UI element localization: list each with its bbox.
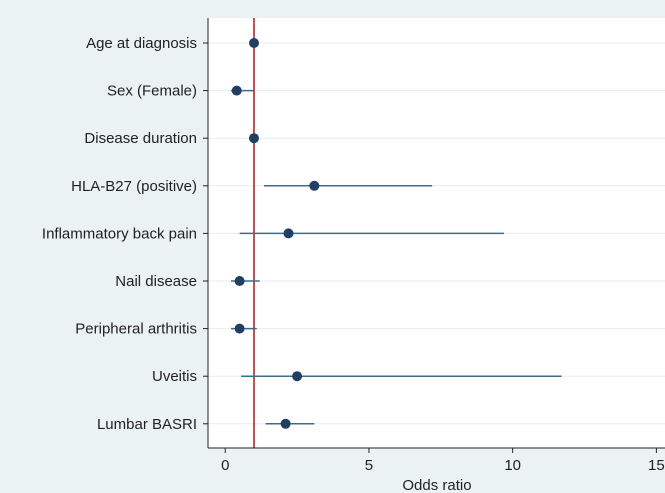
row: Disease duration	[84, 130, 259, 147]
y-tick-label: Uveitis	[152, 368, 197, 385]
y-tick-label: Nail disease	[115, 273, 197, 290]
row: Age at diagnosis	[86, 35, 259, 52]
y-tick-label: HLA-B27 (positive)	[71, 178, 197, 195]
y-tick-label: Disease duration	[84, 130, 197, 147]
y-tick-label: Sex (Female)	[107, 83, 197, 100]
x-tick-label: 15	[648, 457, 665, 474]
x-tick-label: 10	[504, 457, 521, 474]
row: HLA-B27 (positive)	[71, 178, 433, 195]
point-marker	[234, 323, 245, 334]
point-marker	[280, 418, 291, 429]
x-ticks: 0 5 10 15	[221, 448, 665, 474]
point-marker	[292, 371, 303, 382]
point-marker	[231, 85, 242, 96]
y-tick-label: Lumbar BASRI	[97, 416, 197, 433]
point-marker	[234, 276, 245, 286]
row: Inflammatory back pain	[42, 225, 505, 242]
rows: Age at diagnosis Sex (Female) Disease dura…	[42, 35, 562, 433]
row: Peripheral arthritis	[75, 321, 257, 338]
point-marker	[309, 180, 320, 191]
point-marker	[248, 38, 259, 48]
y-tick-label: Peripheral arthritis	[75, 321, 197, 338]
x-axis-label: Odds ratio	[402, 477, 471, 493]
x-tick-label: 5	[365, 457, 373, 474]
row: Lumbar BASRI	[97, 416, 315, 433]
point-marker	[283, 228, 294, 239]
row: Uveitis	[152, 368, 562, 385]
row: Nail disease	[115, 273, 260, 290]
row: Sex (Female)	[107, 83, 254, 100]
point-marker	[248, 133, 259, 144]
y-tick-label: Inflammatory back pain	[42, 225, 197, 242]
y-tick-label: Age at diagnosis	[86, 35, 197, 52]
x-tick-label: 0	[221, 457, 229, 474]
